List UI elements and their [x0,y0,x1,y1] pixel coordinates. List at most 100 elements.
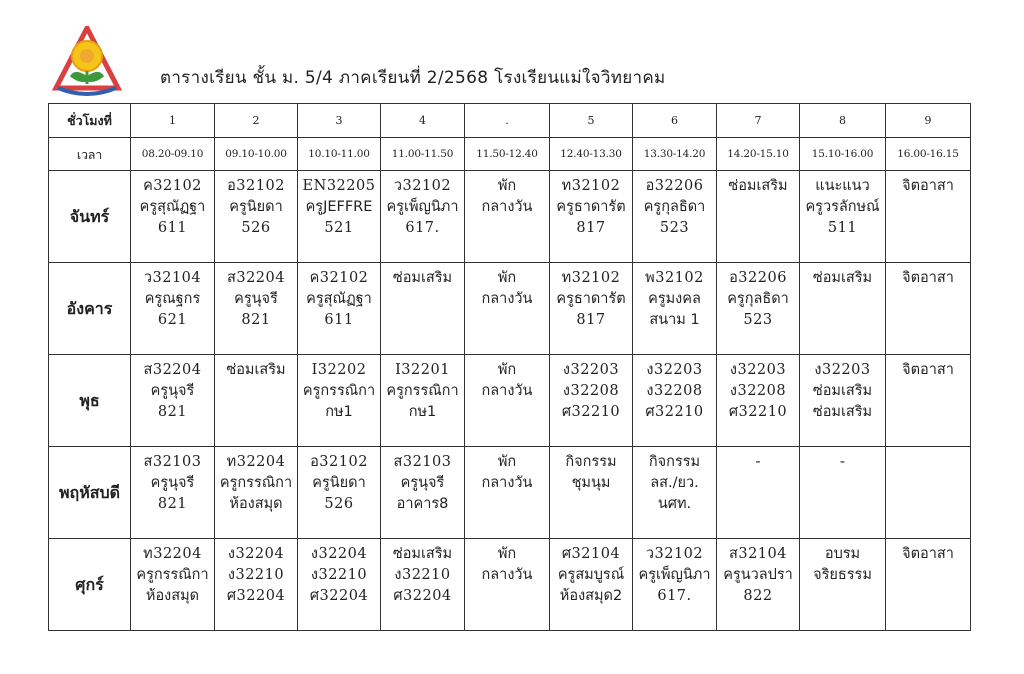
schedule-cell [885,446,971,539]
schedule-cell: ท32204 ครูกรรณิกาห้องสมุด [130,538,215,631]
detail-line: ศ32210 [645,404,704,420]
period-number: 7 [716,103,800,138]
subject-line: กิจกรรม [565,454,617,470]
detail-line: ครูนุจรี [400,475,445,491]
schedule-cell: ง32203 ง32208 ศ32210 [549,354,633,447]
detail-line: 611 [324,312,354,328]
schedule-cell: - [799,446,886,539]
subject-line: ง32203 [646,362,703,378]
detail-line: ครูกรรณิกา [136,567,209,583]
subject-line: ซ่อมเสริม [728,178,788,194]
detail-line: ครูสมบูรณ์ [557,567,625,583]
detail-line: 821 [157,496,188,512]
time-label: เวลา [48,137,131,171]
subject-line: จิตอาสา [902,362,954,378]
detail-line: ง32210 [227,567,285,583]
detail-line: ศ32210 [728,404,788,420]
time-row: เวลา 08.20-09.10 09.10-10.00 10.10-11.00 11… [48,137,971,171]
detail-line: 617. [405,220,440,236]
detail-line: ครูนุจรี [234,291,278,307]
day-row: พฤหัสบดี ส32103 ครูนุจรี 821 ท32204 ครูกรรณิก… [48,446,971,539]
schedule-cell: แนะแนว ครูวรลักษณ์ 511 [799,170,886,263]
detail-line: สนาม 1 [649,312,700,328]
detail-line: ลส./ยว. [650,475,699,491]
schedule-cell: พัก กลางวัน [464,354,550,447]
detail-line: ครูกรรณิกา [219,475,293,491]
subject-line: ซ่อมเสริม [392,546,453,562]
schedule-cell: I32201 ครูกรรณิกา กษ1 [380,354,465,447]
schedule-cell: ค32102 ครูสุณัฏฐา 611 [297,262,381,355]
subject-line: พ32102 [645,270,704,286]
schedule-cell: จิตอาสา [885,262,971,355]
detail-line: ง32210 [394,567,451,583]
period-label: ชั่วโมงที่ [48,103,131,138]
schedule-cell: พัก กลางวัน [464,170,550,263]
detail-line: ครูกรรณิกา [302,383,376,399]
subject-line: - [755,454,761,470]
detail-line: ห้องสมุด [229,496,283,512]
detail-line: 821 [241,312,271,328]
schedule-cell: ค32102 ครูสุณัฏฐา 611 [130,170,215,263]
subject-line: ง32203 [729,362,787,378]
subject-line: อ32102 [310,454,368,470]
subject-line: I32202 [311,362,367,378]
detail-line: ห้องสมุด [145,588,200,604]
subject-line: พัก [497,178,517,194]
schedule-cell: ง32203 ซ่อมเสริม ซ่อมเสริม [799,354,886,447]
subject-line: ส32204 [143,362,202,378]
schedule-cell: ส32103 ครูนุจรี อาคาร8 [380,446,465,539]
school-logo [52,26,122,96]
detail-line: ศ32204 [226,588,286,604]
detail-line: ครูกรรณิกา [386,383,459,399]
detail-line: กลางวัน [481,291,533,307]
detail-line: ศ32204 [393,588,452,604]
detail-line: กษ1 [408,404,437,420]
schedule-cell: อ32102 ครูนิยดา 526 [297,446,381,539]
detail-line: 511 [827,220,858,236]
period-number: 1 [130,103,215,138]
detail-line: นศท. [657,496,692,512]
schedule-cell: I32202 ครูกรรณิกา กษ1 [297,354,381,447]
subject-line: ส32104 [729,546,787,562]
detail-line: 817 [576,220,606,236]
subject-line: ซ่อมเสริม [812,270,873,286]
schedule-cell: พัก กลางวัน [464,262,550,355]
detail-line: ครูธาดารัต [556,291,626,307]
subject-line: แนะแนว [815,178,870,194]
detail-line: 526 [241,220,271,236]
detail-line: จริยธรรม [813,567,872,583]
subject-line: อ32102 [227,178,285,194]
period-time: 09.10-10.00 [214,137,298,171]
logo-sun-center [80,49,94,63]
day-name: ศุกร์ [48,538,131,631]
subject-line: ส32103 [143,454,202,470]
subject-line: จิตอาสา [902,270,954,286]
subject-line: ท32102 [561,270,621,286]
schedule-cell: ซ่อมเสริม [799,262,886,355]
detail-line: ครูนุจรี [150,475,195,491]
detail-line: กลางวัน [481,567,533,583]
schedule-cell: ว32102 ครูเพ็ญนิภา 617. [380,170,465,263]
day-row: พุธ ส32204 ครูนุจรี 821 ซ่อมเสริม I32202 ครูกร… [48,354,971,447]
schedule-cell: พัก กลางวัน [464,446,550,539]
schedule-cell: ส32103 ครูนุจรี 821 [130,446,215,539]
period-time: 11.00-11.50 [380,137,465,171]
subject-line: ง32203 [562,362,620,378]
detail-line: 611 [157,220,188,236]
period-time: 14.20-15.10 [716,137,800,171]
subject-line: อบรม [824,546,861,562]
detail-line: 617. [657,588,692,604]
detail-line: ครูเพ็ญนิภา [638,567,711,583]
detail-line: ชุมนุม [571,475,611,491]
day-row: ศุกร์ ท32204 ครูกรรณิกา ห้องสมุด ง32204 ง3221… [48,538,971,631]
subject-line: ว32102 [645,546,704,562]
logo-leaf [69,71,105,84]
subject-line: ท32204 [143,546,202,562]
subject-line: ซ่อมเสริม [226,362,286,378]
detail-line: ง32208 [729,383,787,399]
schedule-cell: อบรมจริยธรรม [799,538,886,631]
period-number: 6 [632,103,717,138]
detail-line: กลางวัน [481,383,533,399]
schedule-cell: ท32102 ครูธาดารัต 817 [549,170,633,263]
